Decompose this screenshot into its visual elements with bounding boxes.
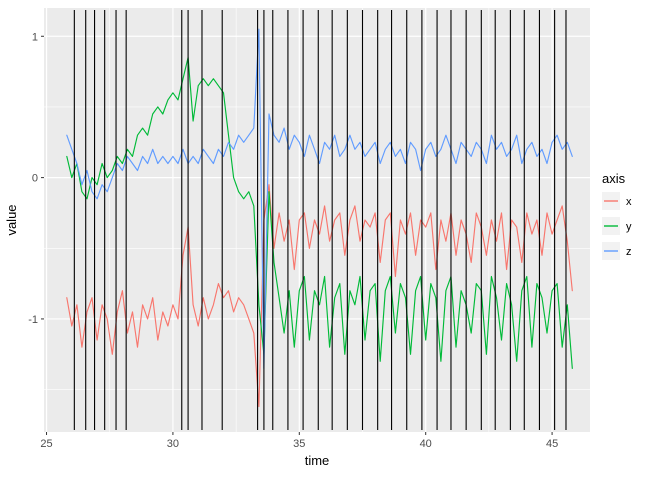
series-line-x (66, 184, 573, 408)
legend-layer: x y z (602, 192, 632, 260)
y-axis-title: value (4, 204, 19, 235)
x-tick-label: 35 (293, 438, 305, 450)
y-tick-label: 0 (32, 173, 38, 185)
legend-entry-label-y: y (626, 221, 632, 233)
legend-entry-label-x: x (626, 196, 632, 208)
x-tick-label: 25 (40, 438, 52, 450)
vline-layer (73, 10, 567, 430)
series-line-z (66, 28, 573, 369)
x-axis-title: time (305, 453, 330, 468)
y-tick-label: -1 (28, 314, 38, 326)
axis-layer: 25 30 35 40 45 -1 0 1 (28, 31, 558, 450)
panel-layer (44, 8, 590, 432)
legend-title: axis (602, 171, 626, 186)
y-tick-label: 1 (32, 31, 38, 43)
series-line-y (66, 56, 573, 369)
x-tick-label: 30 (167, 438, 179, 450)
plot-panel (44, 8, 590, 432)
x-tick-label: 40 (420, 438, 432, 450)
x-tick-label: 45 (546, 438, 558, 450)
legend-entry-label-z: z (626, 246, 632, 258)
series-layer (66, 28, 573, 408)
